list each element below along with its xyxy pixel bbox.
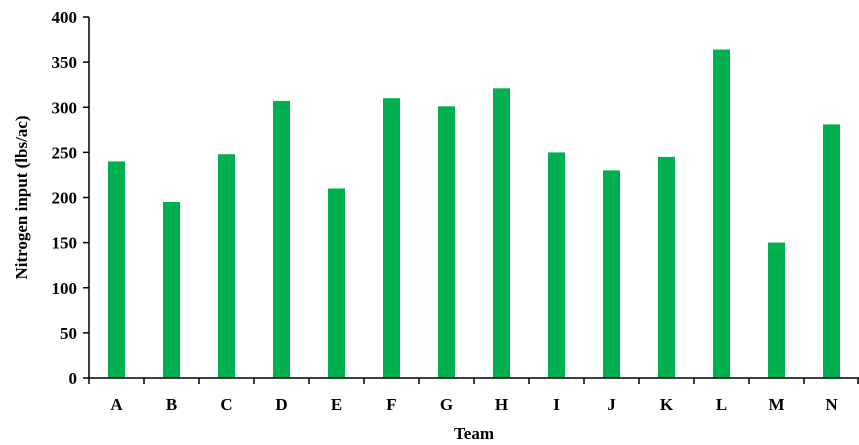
x-tick-label-I: I (553, 395, 560, 414)
y-tick-label: 350 (52, 53, 78, 72)
bar-N (823, 124, 840, 379)
x-tick-label-B: B (166, 395, 177, 414)
y-tick-label: 250 (52, 143, 78, 162)
bar-F (383, 98, 400, 378)
bar-J (603, 170, 620, 378)
bar-K (658, 156, 675, 378)
x-tick-label-J: J (607, 395, 616, 414)
x-tick-label-C: C (220, 395, 232, 414)
x-axis-title: Team (454, 424, 494, 443)
bar-G (438, 106, 455, 379)
x-tick-label-K: K (660, 395, 674, 414)
x-tick-label-E: E (331, 395, 342, 414)
bar-H (493, 88, 510, 379)
y-tick-label: 100 (52, 279, 78, 298)
y-axis-title: Nitrogen input (lbs/ac) (12, 115, 31, 279)
y-tick-label: 0 (69, 369, 78, 388)
bar-D (273, 100, 290, 379)
bar-L (713, 49, 730, 378)
y-tick-label: 200 (52, 189, 78, 208)
bar-C (218, 154, 235, 378)
bar-M (768, 242, 785, 378)
x-tick-label-L: L (716, 395, 727, 414)
y-axis: 0 50 100 150 200 250 300 350 400 (52, 8, 90, 388)
bar-A (108, 161, 125, 378)
y-tick-label: 300 (52, 98, 78, 117)
x-tick-label-G: G (440, 395, 453, 414)
x-tick-label-A: A (110, 395, 123, 414)
x-tick-label-M: M (768, 395, 784, 414)
y-tick-label: 50 (60, 324, 77, 343)
bar-E (328, 188, 345, 378)
x-axis: A B C D E F G H I J K L M N (88, 377, 859, 414)
x-tick-label-D: D (275, 395, 287, 414)
bar-I (548, 152, 565, 378)
bars-group (108, 49, 840, 379)
x-tick-label-N: N (825, 395, 838, 414)
x-tick-label-F: F (386, 395, 396, 414)
bar-B (163, 202, 180, 378)
y-tick-label: 150 (52, 234, 78, 253)
y-tick-label: 400 (52, 8, 78, 27)
x-tick-label-H: H (495, 395, 508, 414)
